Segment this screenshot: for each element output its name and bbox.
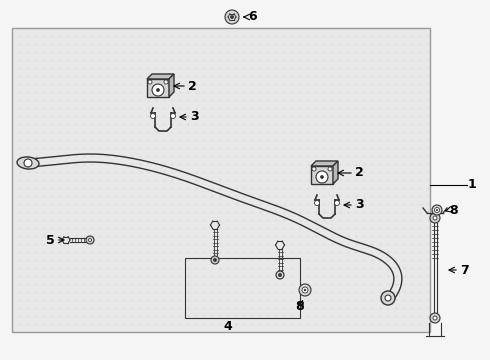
Circle shape	[433, 316, 437, 320]
Text: 1: 1	[468, 179, 477, 192]
Circle shape	[436, 209, 438, 211]
Text: 8: 8	[295, 301, 304, 314]
Polygon shape	[147, 74, 174, 79]
Polygon shape	[169, 74, 174, 97]
Circle shape	[214, 258, 217, 261]
Circle shape	[278, 274, 281, 276]
Circle shape	[299, 284, 311, 296]
Bar	[12, 28, 430, 332]
Text: 2: 2	[355, 166, 364, 180]
Circle shape	[430, 313, 440, 323]
Bar	[185, 258, 300, 318]
Circle shape	[302, 287, 308, 293]
Circle shape	[148, 80, 152, 84]
Circle shape	[211, 256, 219, 264]
Polygon shape	[311, 161, 338, 166]
Circle shape	[89, 238, 92, 242]
Text: 3: 3	[190, 111, 198, 123]
Text: 2: 2	[188, 80, 197, 93]
Circle shape	[328, 167, 332, 171]
Circle shape	[316, 171, 328, 183]
Circle shape	[435, 207, 440, 212]
Circle shape	[225, 10, 239, 24]
Text: 5: 5	[46, 234, 55, 247]
Circle shape	[24, 159, 32, 167]
Circle shape	[312, 167, 316, 171]
Bar	[147, 79, 169, 97]
Circle shape	[171, 113, 175, 118]
Bar	[311, 166, 333, 184]
Circle shape	[320, 175, 323, 179]
Circle shape	[430, 213, 440, 223]
Circle shape	[304, 289, 306, 291]
Circle shape	[315, 201, 319, 206]
Circle shape	[433, 216, 437, 220]
Circle shape	[152, 84, 164, 96]
Text: 3: 3	[355, 198, 364, 211]
Circle shape	[156, 89, 160, 91]
Circle shape	[335, 201, 340, 206]
Circle shape	[276, 271, 284, 279]
Circle shape	[432, 205, 442, 215]
Circle shape	[381, 291, 395, 305]
Circle shape	[150, 113, 155, 118]
Circle shape	[86, 236, 94, 244]
Text: 4: 4	[223, 320, 232, 333]
Polygon shape	[333, 161, 338, 184]
Circle shape	[230, 15, 234, 18]
Circle shape	[385, 295, 391, 301]
Text: 6: 6	[248, 10, 257, 23]
Text: 8: 8	[449, 203, 458, 216]
Text: 7: 7	[460, 264, 469, 276]
Circle shape	[164, 80, 168, 84]
Ellipse shape	[17, 157, 39, 169]
